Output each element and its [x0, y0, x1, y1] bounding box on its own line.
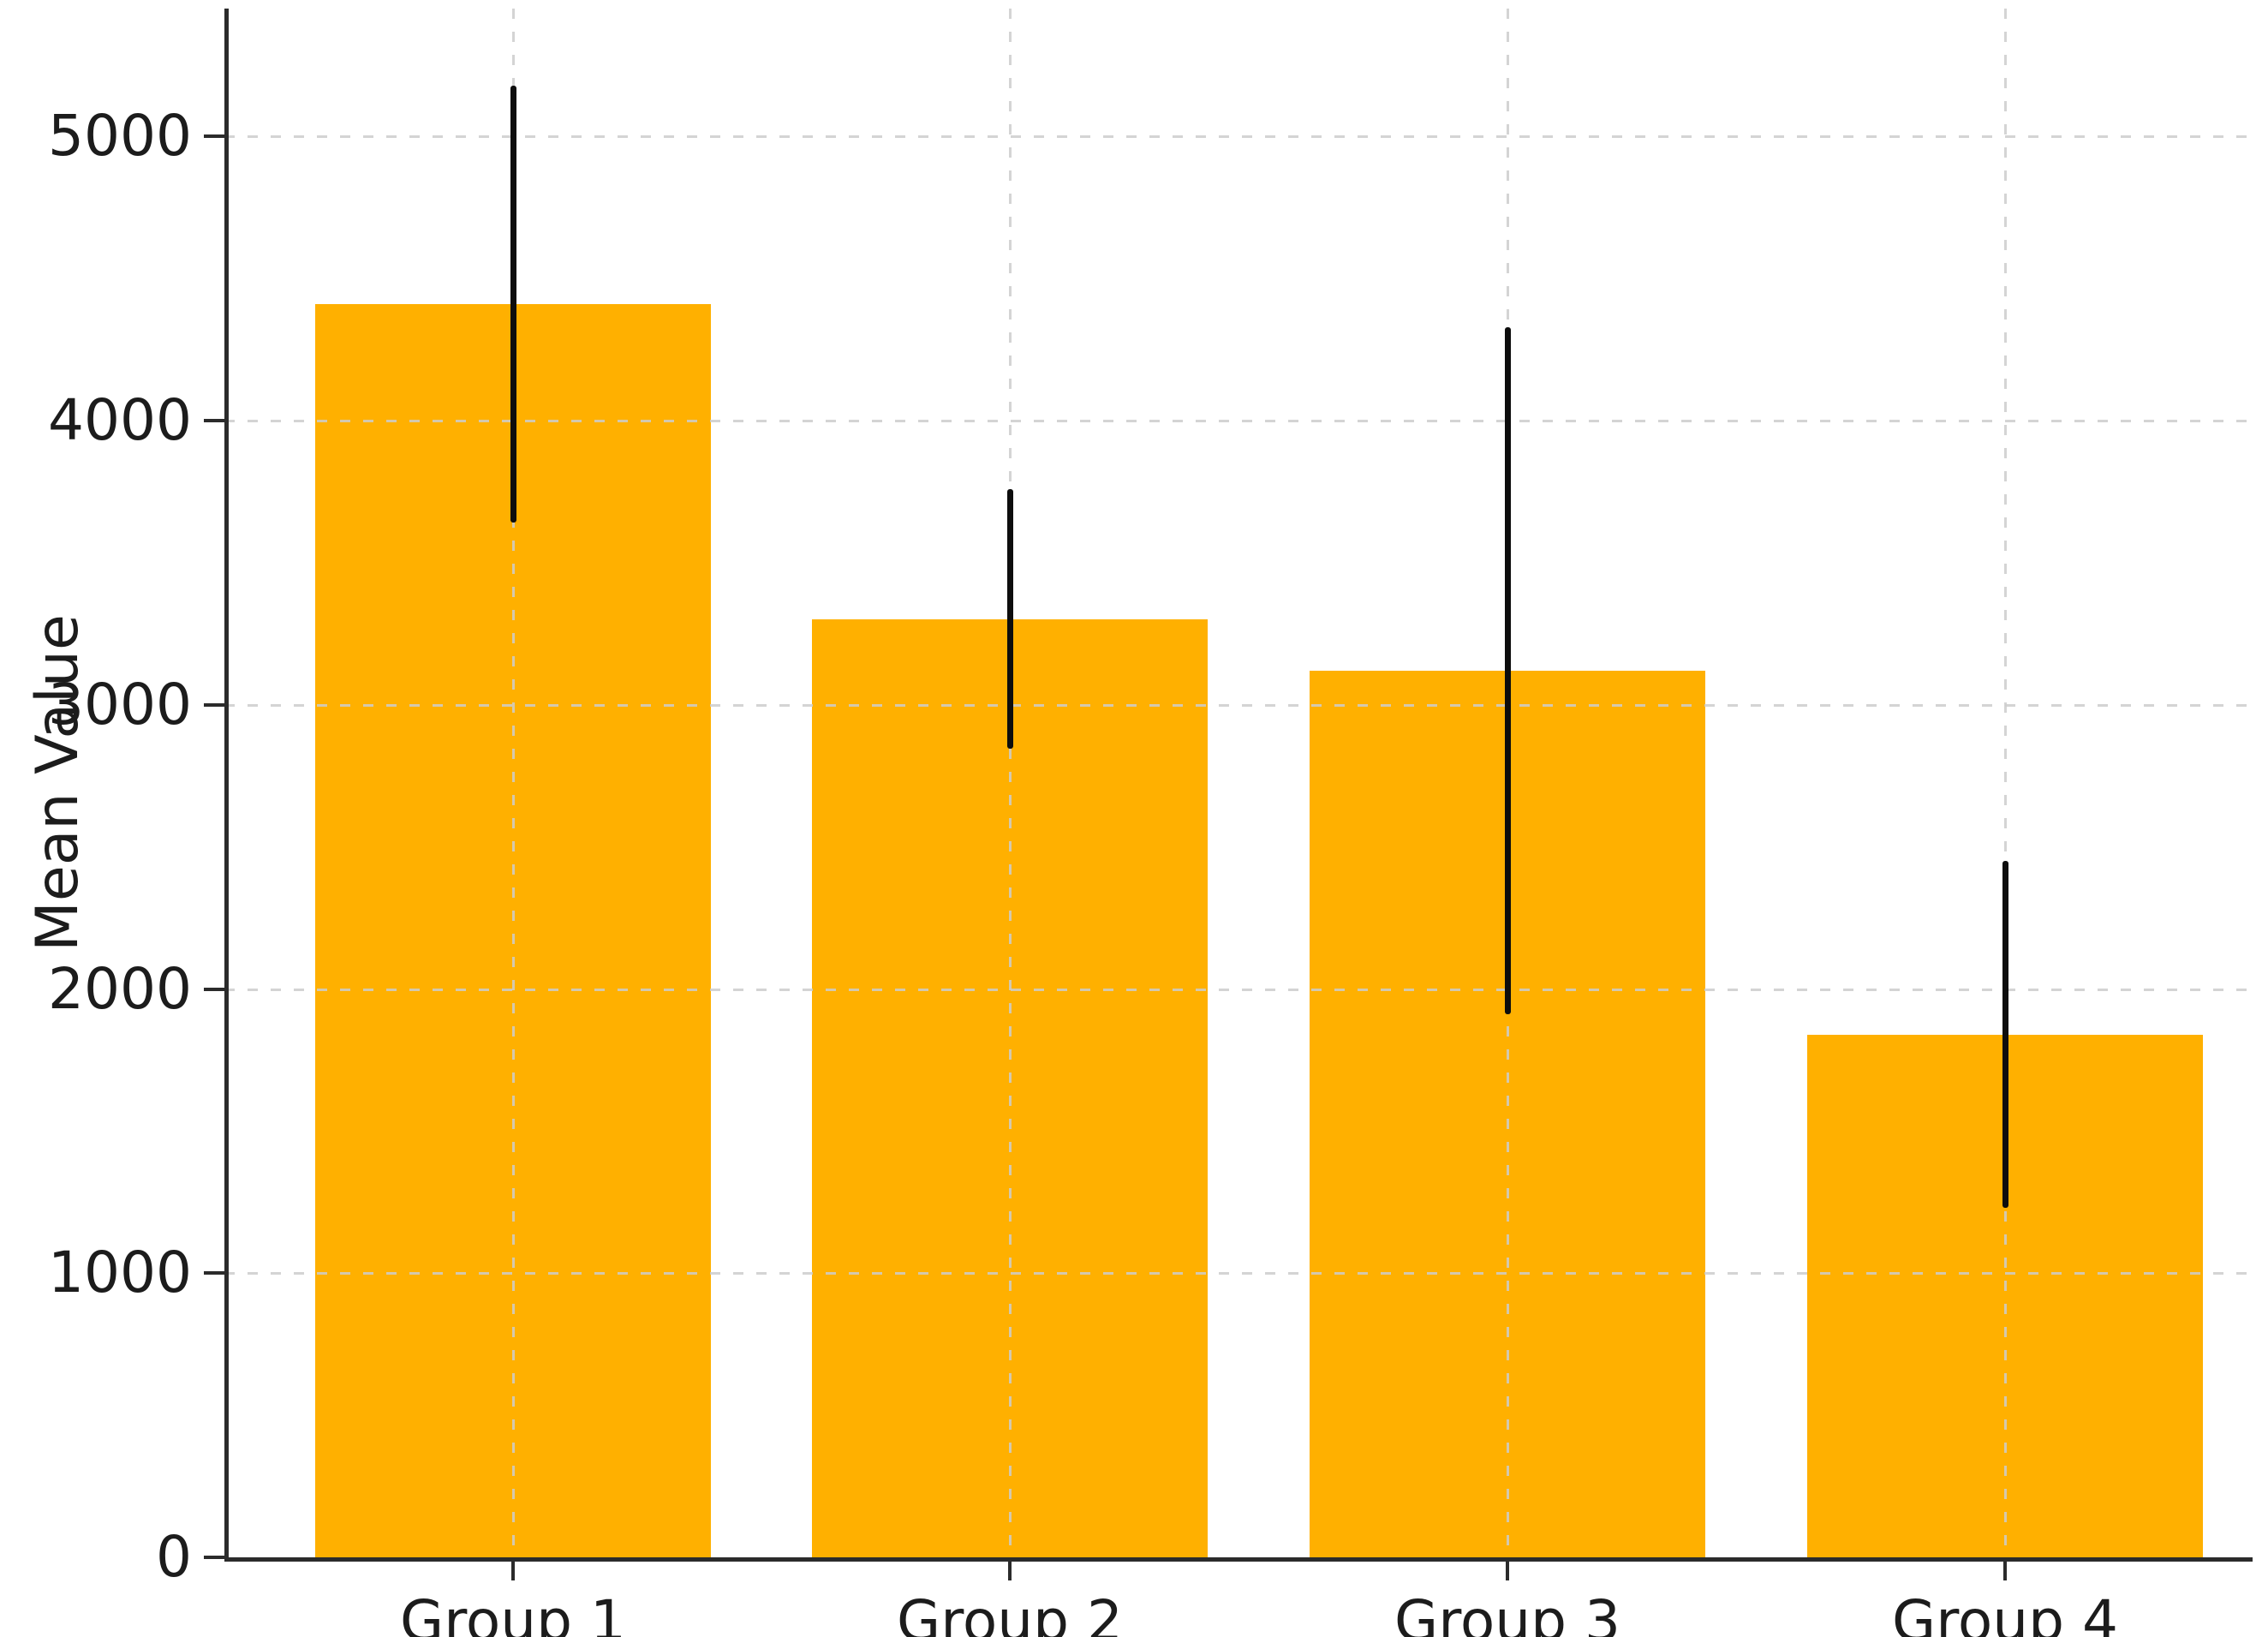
gridline-h-3000 [224, 703, 2253, 707]
y-axis-title: Mean Value [24, 614, 92, 952]
y-tick-3000 [204, 702, 224, 707]
y-tick-1000 [204, 1271, 224, 1276]
gridline-h-4000 [224, 420, 2253, 423]
x-tick-1 [511, 1562, 515, 1580]
x-tick-label-1: Group 1 [400, 1588, 626, 1637]
x-axis-spine [224, 1557, 2253, 1562]
gridline-h-2000 [224, 988, 2253, 991]
y-tick-label-5000: 5000 [48, 103, 192, 170]
y-tick-0 [204, 1556, 224, 1559]
x-tick-label-2: Group 2 [897, 1588, 1123, 1637]
x-tick-4 [2003, 1562, 2007, 1580]
y-tick-4000 [204, 419, 224, 423]
y-axis-spine [224, 9, 229, 1562]
gridline-v-4 [2004, 9, 2007, 1557]
error-bar-group-1 [510, 85, 516, 523]
x-tick-2 [1008, 1562, 1012, 1580]
x-tick-3 [1506, 1562, 1509, 1580]
error-bar-group-4 [2002, 861, 2008, 1208]
x-tick-label-4: Group 4 [1892, 1588, 2118, 1637]
y-tick-label-1000: 1000 [48, 1240, 192, 1306]
y-tick-label-3000: 3000 [48, 671, 192, 738]
error-bar-group-2 [1007, 488, 1013, 750]
gridline-h-1000 [224, 1272, 2253, 1276]
gridline-v-1 [512, 9, 515, 1557]
y-tick-label-2000: 2000 [48, 955, 192, 1022]
x-tick-label-3: Group 3 [1394, 1588, 1620, 1637]
y-tick-label-0: 0 [156, 1524, 192, 1590]
y-tick-2000 [204, 987, 224, 991]
gridline-v-2 [1009, 9, 1012, 1557]
gridline-h-5000 [224, 135, 2253, 139]
y-tick-5000 [204, 134, 224, 139]
y-tick-label-4000: 4000 [48, 387, 192, 454]
error-bar-group-3 [1505, 326, 1511, 1015]
